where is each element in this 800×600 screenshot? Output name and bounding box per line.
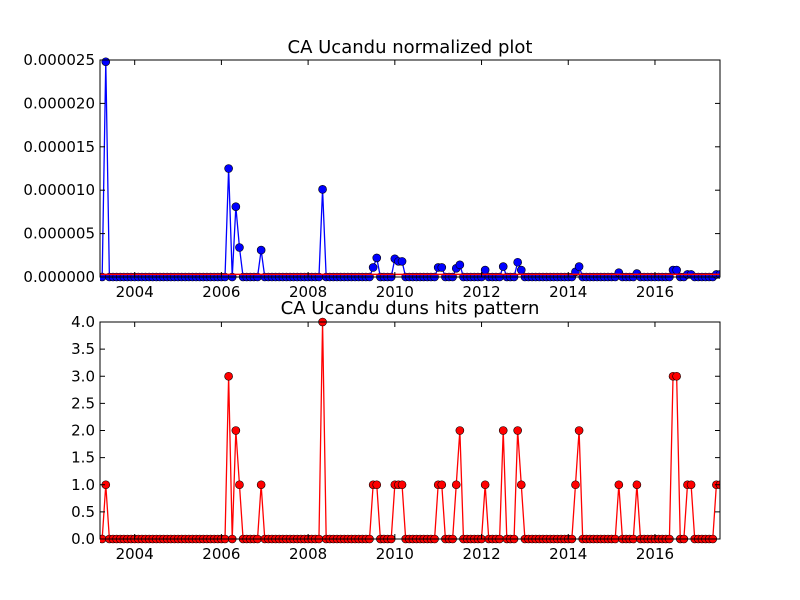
x-tick-label: 2006 [202, 283, 240, 301]
chart-duns-hits: 2004 2006 2008 2010 2012 2014 2016 0.0 0.5 1.0 1.5… [71, 298, 721, 563]
data-point [451, 480, 461, 490]
data-point [574, 262, 584, 271]
y-tick-label: 0.000010 [23, 181, 95, 199]
y-tick-label: 1.5 [71, 449, 95, 467]
data-point [513, 426, 522, 435]
x-tick-label: 2004 [116, 283, 154, 301]
data-point [672, 371, 681, 381]
axes: 2004 2006 2008 2010 2012 2014 2016 0.000000 0.00… [23, 51, 721, 301]
data-point [397, 257, 407, 266]
y-tick-label: 1.0 [71, 476, 95, 494]
data-point [235, 243, 244, 252]
x-tick-label: 2010 [376, 545, 414, 563]
y-tick-label: 0.5 [71, 503, 95, 521]
y-tick-label: 4.0 [71, 313, 95, 331]
data-point [256, 480, 266, 490]
data-point [318, 185, 327, 194]
x-tick-label: 2006 [202, 545, 240, 563]
data-point [231, 202, 241, 211]
data-point [256, 245, 266, 255]
data-point [368, 263, 378, 272]
data-point [437, 263, 447, 272]
axes-frame [99, 59, 721, 278]
data-point [397, 480, 407, 490]
data-point [372, 480, 382, 490]
data-point [224, 371, 233, 381]
data-point [480, 480, 490, 490]
x-tick-label: 2016 [636, 283, 674, 301]
y-tick-label: 3.0 [71, 367, 95, 385]
data-point [455, 260, 465, 270]
x-tick-label: 2010 [376, 283, 414, 301]
x-tick-label: 2012 [462, 283, 500, 301]
x-tick-label: 2014 [549, 283, 587, 301]
x-tick-label: 2012 [462, 545, 500, 563]
data-point [235, 480, 244, 490]
data-point [614, 480, 624, 490]
y-tick-label: 0.000005 [23, 225, 95, 243]
x-tick-label: 2008 [289, 545, 327, 563]
data-point [686, 480, 696, 490]
data-point [498, 426, 508, 435]
y-tick-label: 2.0 [71, 422, 95, 440]
data-point [574, 426, 584, 435]
y-tick-label: 0.000025 [23, 51, 95, 69]
x-tick-label: 2008 [289, 283, 327, 301]
y-tick-label: 0.0 [71, 530, 95, 548]
data-point [455, 426, 465, 435]
y-tick-label: 0.000000 [23, 268, 95, 286]
data-point [516, 480, 526, 490]
x-tick-label: 2014 [549, 545, 587, 563]
chart-title: CA Ucandu duns hits pattern [281, 298, 540, 319]
y-tick-label: 0.000020 [23, 94, 95, 112]
chart-normalized: CA Ucandu normalized plot 2004 2006 2008 20… [23, 37, 721, 301]
data-point [224, 164, 233, 173]
y-tick-label: 2.5 [71, 394, 95, 412]
y-tick-label: 3.5 [71, 340, 95, 358]
data-point [231, 426, 241, 435]
data-point [571, 480, 580, 490]
data-point [632, 480, 642, 490]
y-tick-label: 0.000015 [23, 138, 95, 156]
data-point [372, 253, 382, 263]
x-tick-label: 2004 [116, 545, 154, 563]
data-point [101, 57, 111, 67]
x-tick-label: 2016 [636, 545, 674, 563]
data-point [437, 480, 447, 490]
data-point [513, 257, 522, 267]
axes: 2004 2006 2008 2010 2012 2014 2016 0.0 0.5 1.0 1.5… [71, 313, 721, 563]
data-point [498, 262, 508, 271]
chart-title: CA Ucandu normalized plot [288, 37, 533, 58]
